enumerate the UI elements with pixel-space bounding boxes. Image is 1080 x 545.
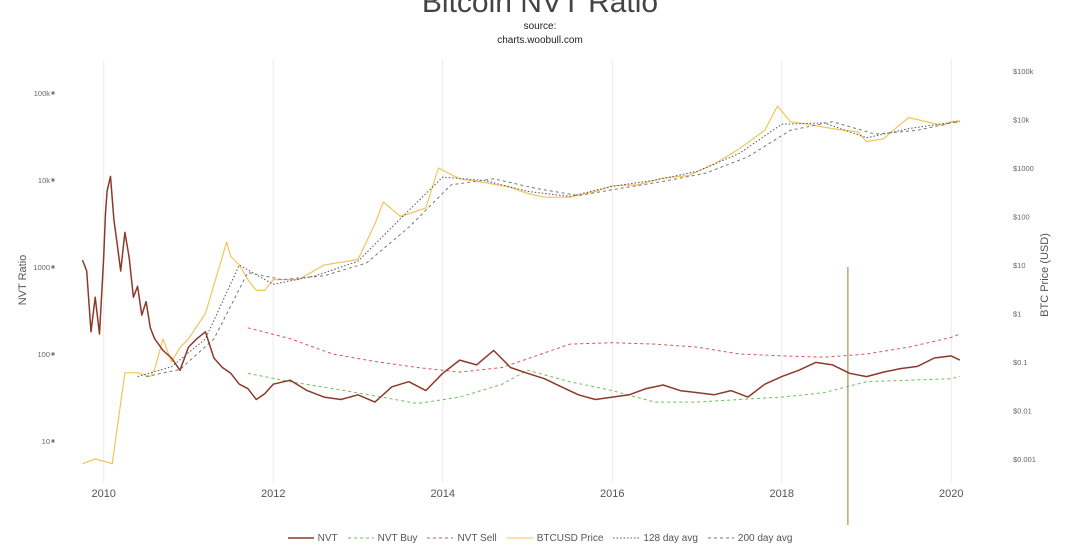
series-line-200-day-avg bbox=[145, 121, 960, 378]
y-right-tick-label: $10k bbox=[1013, 116, 1030, 125]
legend-swatch bbox=[707, 537, 734, 539]
legend-label: 200 day avg bbox=[737, 533, 793, 544]
series-line-nvt bbox=[81, 175, 961, 403]
legend-item[interactable]: NVT bbox=[287, 533, 338, 544]
y-left-tick-marker bbox=[51, 265, 55, 269]
y-right-tick-label: $10 bbox=[1013, 261, 1026, 270]
y-left-tick-marker bbox=[51, 91, 55, 95]
y-left-tick-label: 100 bbox=[37, 350, 50, 359]
y-left-tick-label: 100k bbox=[34, 89, 51, 98]
y-right-tick-label: $0.001 bbox=[1013, 455, 1036, 464]
y-left-tick-marker bbox=[51, 352, 55, 356]
chart-subtitle-source: source: bbox=[523, 21, 557, 32]
chart-title: Bitcoin NVT Ratio bbox=[421, 0, 659, 19]
legend-item[interactable]: 200 day avg bbox=[707, 533, 793, 544]
x-tick-label: 2010 bbox=[91, 488, 115, 500]
chart-subtitle-url: charts.woobull.com bbox=[497, 35, 583, 46]
legend-label: NVT bbox=[317, 533, 338, 544]
legend-label: NVT Sell bbox=[457, 533, 497, 544]
y-left-tick-label: 10k bbox=[38, 176, 50, 185]
legend-swatch bbox=[613, 537, 640, 539]
legend-swatch bbox=[287, 537, 314, 540]
y-right-tick-label: $0.1 bbox=[1013, 358, 1028, 367]
chart-legend: NVT NVT Buy NVT Sell BTCUSD Price 128 day av… bbox=[0, 533, 1080, 544]
x-tick-label: 2016 bbox=[600, 488, 624, 500]
nvt-chart: 2010 2012 2014 2016 2018 2020 10 100 1000 10k 100k… bbox=[17, 60, 1051, 525]
y-left-tick-label: 10 bbox=[42, 437, 50, 446]
legend-swatch bbox=[427, 537, 454, 539]
axis-ticks: 2010 2012 2014 2016 2018 2020 10 100 1000 10k 100k… bbox=[33, 67, 1036, 500]
legend-label: NVT Buy bbox=[377, 533, 418, 544]
y-right-tick-label: $100k bbox=[1013, 67, 1034, 76]
y-right-tick-label: $100 bbox=[1013, 213, 1030, 222]
series-line-128-day-avg bbox=[137, 121, 960, 378]
legend-item[interactable]: BTCUSD Price bbox=[506, 533, 604, 544]
legend-label: BTCUSD Price bbox=[536, 533, 604, 544]
legend-item[interactable]: 128 day avg bbox=[613, 533, 698, 544]
legend-label: 128 day avg bbox=[643, 533, 698, 544]
legend-item[interactable]: NVT Sell bbox=[427, 533, 497, 544]
y-right-tick-label: $1000 bbox=[1013, 164, 1034, 173]
legend-item[interactable]: NVT Buy bbox=[347, 533, 418, 544]
series-layer bbox=[81, 105, 961, 525]
series-line-btcusd-price bbox=[82, 105, 960, 465]
legend-swatch bbox=[506, 537, 533, 539]
grid-lines bbox=[103, 60, 952, 483]
series-line-nvt-sell bbox=[247, 327, 960, 373]
y-right-tick-label: $1 bbox=[1013, 310, 1021, 319]
y-left-tick-label: 1000 bbox=[33, 263, 50, 272]
legend-swatch bbox=[347, 537, 374, 539]
x-tick-label: 2020 bbox=[939, 488, 963, 500]
y-axis-right-label: BTC Price (USD) bbox=[1039, 233, 1051, 317]
y-left-tick-marker bbox=[51, 178, 55, 182]
y-right-tick-label: $0.01 bbox=[1013, 407, 1032, 416]
x-tick-label: 2012 bbox=[261, 488, 285, 500]
x-tick-label: 2018 bbox=[770, 488, 794, 500]
y-axis-left-label: NVT Ratio bbox=[17, 255, 29, 306]
y-left-tick-marker bbox=[51, 439, 55, 443]
x-tick-label: 2014 bbox=[430, 488, 454, 500]
